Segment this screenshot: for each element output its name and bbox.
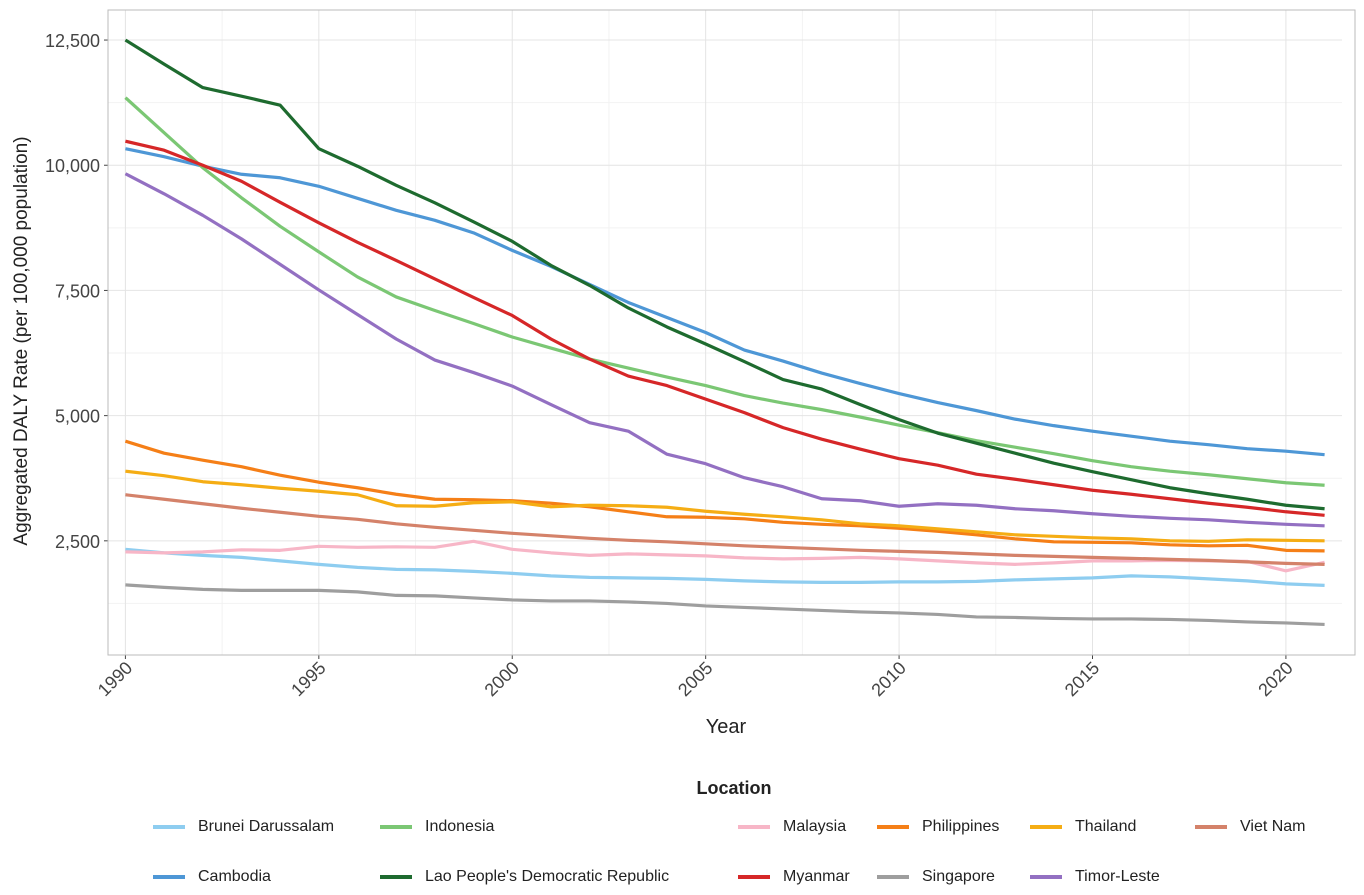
plot-area: 2,500 5,000 7,500 10,000 12,500 1990 1995 2000 2… bbox=[45, 9, 1356, 700]
y-axis-label: Aggregated DALY Rate (per 100,000 popula… bbox=[11, 136, 32, 546]
series-line-singapore bbox=[125, 583, 1325, 627]
x-tick-label: 2005 bbox=[674, 658, 716, 700]
legend-swatch bbox=[877, 875, 909, 879]
legend-item: Viet Nam bbox=[1195, 818, 1306, 836]
legend-label: Malaysia bbox=[783, 818, 847, 835]
y-tick-label: 10,000 bbox=[45, 156, 100, 176]
x-tick-label: 1990 bbox=[94, 658, 136, 700]
legend-label: Thailand bbox=[1075, 818, 1137, 835]
legend-swatch bbox=[1030, 875, 1062, 879]
legend-swatch bbox=[738, 825, 770, 829]
legend-label: Indonesia bbox=[425, 818, 495, 835]
series-line-cambodia bbox=[125, 147, 1325, 457]
y-tick-label: 7,500 bbox=[55, 281, 100, 301]
legend-label: Lao People's Democratic Republic bbox=[425, 868, 670, 885]
series-line-viet-nam bbox=[125, 493, 1325, 566]
legend-item: Thailand bbox=[1030, 818, 1136, 836]
x-tick-label: 2015 bbox=[1061, 658, 1103, 700]
legend-item: Lao People's Democratic Republic bbox=[380, 868, 669, 886]
legend-label: Brunei Darussalam bbox=[198, 818, 335, 835]
y-tick-label: 2,500 bbox=[55, 532, 100, 552]
y-tick-label: 12,500 bbox=[45, 31, 100, 51]
legend-swatch bbox=[153, 825, 185, 829]
legend-item: Malaysia bbox=[738, 818, 846, 836]
plot-border bbox=[107, 9, 1356, 656]
legend-swatch bbox=[380, 875, 412, 879]
legend-swatch bbox=[738, 875, 770, 879]
series-line-myanmar bbox=[125, 139, 1325, 517]
legend-item: Singapore bbox=[877, 868, 995, 886]
legend-label: Singapore bbox=[922, 868, 995, 885]
x-tick-label: 2000 bbox=[481, 658, 523, 700]
x-tick-label: 1995 bbox=[287, 658, 329, 700]
legend-item: Myanmar bbox=[738, 868, 850, 886]
legend-item: Indonesia bbox=[380, 818, 494, 836]
legend-swatch bbox=[380, 825, 412, 829]
legend-swatch bbox=[877, 825, 909, 829]
legend-item: Cambodia bbox=[153, 868, 271, 886]
series-line-thailand bbox=[125, 469, 1325, 543]
series-line-lao-people-s-democratic-republic bbox=[124, 38, 1325, 511]
series-line-philippines bbox=[124, 439, 1325, 553]
legend-label: Timor-Leste bbox=[1075, 868, 1160, 885]
legend-swatch bbox=[1195, 825, 1227, 829]
legend-item: Timor-Leste bbox=[1030, 868, 1160, 886]
legend-item: Brunei Darussalam bbox=[153, 818, 334, 836]
y-tick-label: 5,000 bbox=[55, 407, 100, 427]
legend-label: Philippines bbox=[922, 818, 1000, 835]
series-line-brunei-darussalam bbox=[125, 547, 1325, 587]
legend-swatch bbox=[1030, 825, 1062, 829]
x-tick-label: 2020 bbox=[1254, 658, 1296, 700]
series-line-timor-leste bbox=[124, 172, 1325, 528]
series-line-indonesia bbox=[124, 96, 1325, 487]
x-tick-label: 2010 bbox=[867, 658, 909, 700]
legend-label: Viet Nam bbox=[1240, 818, 1306, 835]
legend-label: Cambodia bbox=[198, 868, 271, 885]
legend-label: Myanmar bbox=[783, 868, 850, 885]
legend-title: Location bbox=[696, 778, 772, 798]
series-line-malaysia bbox=[125, 539, 1325, 573]
legend-swatch bbox=[153, 875, 185, 879]
legend-item: Philippines bbox=[877, 818, 999, 836]
x-axis-label: Year bbox=[705, 716, 747, 738]
